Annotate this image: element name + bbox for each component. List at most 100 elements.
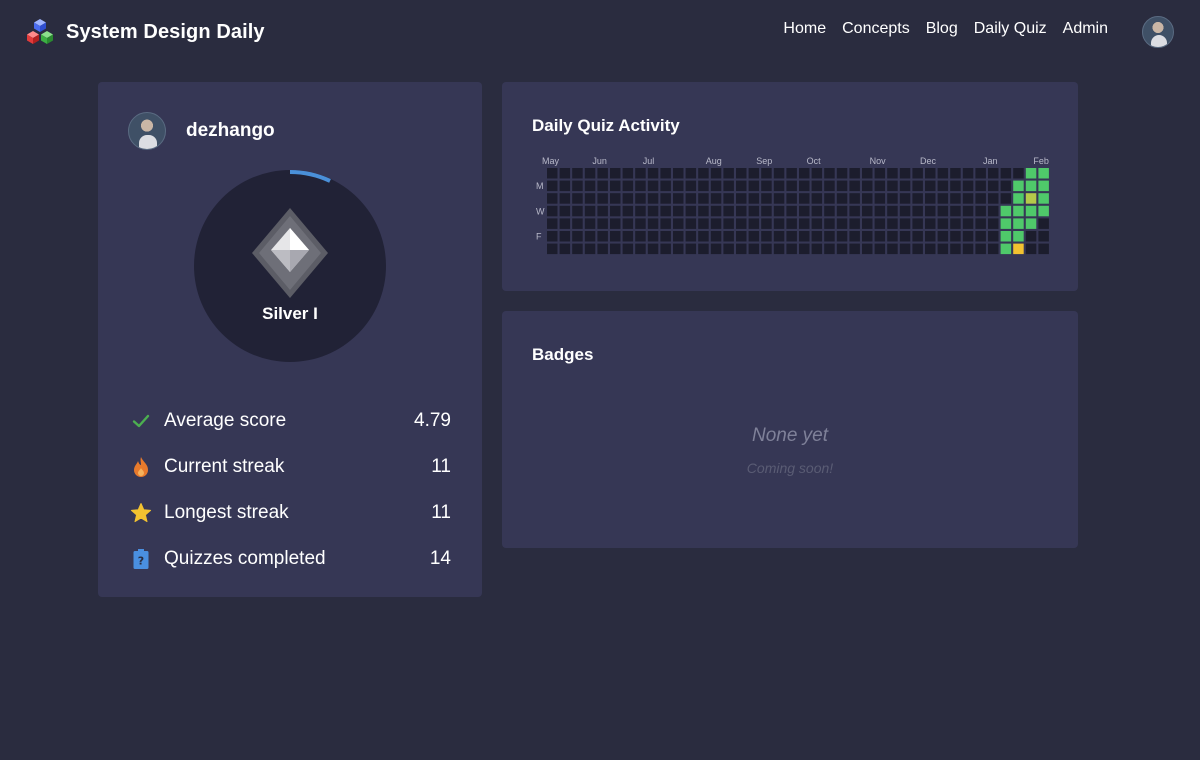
heatmap-cell-empty[interactable] [559,231,571,242]
heatmap-cell-empty[interactable] [874,180,886,192]
heatmap-cell-empty[interactable] [874,168,886,179]
heatmap-cell-empty[interactable] [899,168,911,179]
heatmap-cell-empty[interactable] [710,218,722,229]
heatmap-cell-empty[interactable] [547,180,558,192]
heatmap-cell-empty[interactable] [748,218,760,229]
heatmap-cell-empty[interactable] [622,218,634,229]
heatmap-cell-empty[interactable] [572,205,583,217]
heatmap-cell-empty[interactable] [799,180,810,192]
heatmap-cell-empty[interactable] [962,168,974,179]
heatmap-cell-empty[interactable] [925,205,936,217]
heatmap-cell-empty[interactable] [874,193,886,204]
heatmap-cell-empty[interactable] [698,243,709,255]
heatmap-cell-empty[interactable] [899,243,911,255]
heatmap-cell-empty[interactable] [899,218,911,229]
heatmap-cell-done[interactable] [1013,180,1024,192]
heatmap-cell-empty[interactable] [610,243,621,255]
heatmap-cell-empty[interactable] [962,205,974,217]
heatmap-cell-empty[interactable] [899,231,911,242]
heatmap-cell-empty[interactable] [862,180,873,192]
heatmap-cell-empty[interactable] [647,231,659,242]
heatmap-cell-empty[interactable] [673,218,684,229]
heatmap-cell-empty[interactable] [862,168,873,179]
heatmap-cell-empty[interactable] [811,205,823,217]
user-avatar[interactable] [1142,16,1174,48]
heatmap-cell-empty[interactable] [597,180,608,192]
heatmap-cell-empty[interactable] [761,205,772,217]
heatmap-cell-empty[interactable] [572,168,583,179]
heatmap-cell-empty[interactable] [547,205,558,217]
heatmap-cell-empty[interactable] [849,180,860,192]
heatmap-cell-empty[interactable] [937,180,949,192]
heatmap-cell-empty[interactable] [736,205,747,217]
heatmap-cell-empty[interactable] [975,193,986,204]
heatmap-cell-empty[interactable] [748,231,760,242]
heatmap-cell-empty[interactable] [647,243,659,255]
heatmap-cell-empty[interactable] [824,231,835,242]
heatmap-cell-empty[interactable] [584,193,596,204]
heatmap-cell-empty[interactable] [736,168,747,179]
heatmap-cell-empty[interactable] [925,193,936,204]
heatmap-cell-done[interactable] [1025,218,1037,229]
heatmap-cell-done[interactable] [1000,243,1012,255]
heatmap-cell-empty[interactable] [584,231,596,242]
heatmap-cell-empty[interactable] [723,205,734,217]
heatmap-cell-empty[interactable] [572,180,583,192]
heatmap-cell-empty[interactable] [962,218,974,229]
heatmap-cell-empty[interactable] [597,193,608,204]
heatmap-cell-empty[interactable] [824,180,835,192]
heatmap-cell-done[interactable] [1013,205,1024,217]
heatmap-cell-empty[interactable] [975,231,986,242]
heatmap-cell-empty[interactable] [572,218,583,229]
heatmap-cell-empty[interactable] [975,168,986,179]
heatmap-cell-done[interactable] [1038,193,1049,204]
heatmap-cell-empty[interactable] [799,218,810,229]
heatmap-cell-empty[interactable] [635,205,646,217]
heatmap-cell-empty[interactable] [685,205,697,217]
heatmap-cell-empty[interactable] [673,243,684,255]
heatmap-cell-empty[interactable] [950,243,961,255]
heatmap-cell-empty[interactable] [660,168,671,179]
heatmap-cell-empty[interactable] [748,243,760,255]
heatmap-cell-empty[interactable] [559,243,571,255]
heatmap-cell-empty[interactable] [584,218,596,229]
heatmap-cell-empty[interactable] [950,218,961,229]
heatmap-cell-empty[interactable] [925,218,936,229]
heatmap-cell-empty[interactable] [647,180,659,192]
heatmap-cell-empty[interactable] [622,168,634,179]
heatmap-cell-empty[interactable] [660,231,671,242]
heatmap-cell-empty[interactable] [673,205,684,217]
heatmap-cell-empty[interactable] [610,180,621,192]
heatmap-cell-empty[interactable] [761,218,772,229]
heatmap-cell-empty[interactable] [710,243,722,255]
heatmap-cell-empty[interactable] [1000,193,1012,204]
heatmap-cell-empty[interactable] [635,243,646,255]
heatmap-cell-empty[interactable] [622,193,634,204]
heatmap-cell-empty[interactable] [547,231,558,242]
heatmap-cell-empty[interactable] [673,168,684,179]
heatmap-cell-empty[interactable] [723,218,734,229]
nav-daily-quiz[interactable]: Daily Quiz [973,20,1047,37]
heatmap-cell-empty[interactable] [799,168,810,179]
heatmap-cell-empty[interactable] [912,168,923,179]
heatmap-cell-empty[interactable] [660,218,671,229]
nav-concepts[interactable]: Concepts [842,20,910,37]
heatmap-cell-empty[interactable] [698,193,709,204]
heatmap-cell-empty[interactable] [572,243,583,255]
heatmap-cell-empty[interactable] [723,180,734,192]
heatmap-cell-empty[interactable] [748,193,760,204]
heatmap-cell-empty[interactable] [836,193,848,204]
heatmap-cell-empty[interactable] [874,205,886,217]
heatmap-cell-empty[interactable] [773,180,785,192]
heatmap-cell-empty[interactable] [761,231,772,242]
heatmap-cell-empty[interactable] [1038,231,1049,242]
heatmap-cell-empty[interactable] [950,231,961,242]
heatmap-cell-empty[interactable] [584,168,596,179]
heatmap-cell-empty[interactable] [773,193,785,204]
heatmap-cell-empty[interactable] [710,193,722,204]
heatmap-cell-empty[interactable] [849,231,860,242]
heatmap-cell-empty[interactable] [849,218,860,229]
heatmap-cell-empty[interactable] [786,180,797,192]
heatmap-cell-empty[interactable] [899,193,911,204]
heatmap-cell-partial[interactable] [1025,193,1037,204]
